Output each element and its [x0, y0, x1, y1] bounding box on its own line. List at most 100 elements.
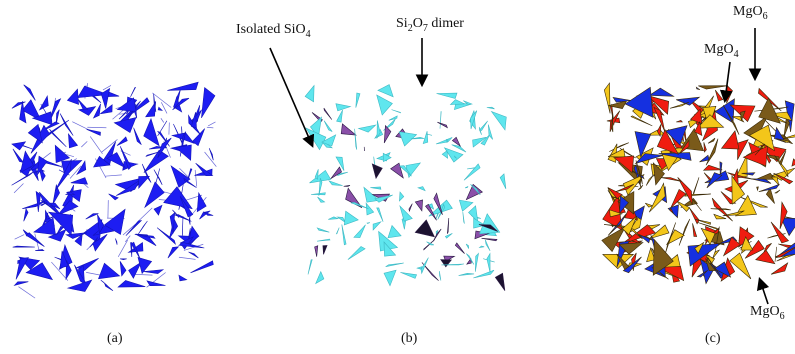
polyhedron-face: [55, 145, 69, 162]
polyhedron-face: [182, 216, 183, 236]
panel-b: Isolated SiO4 Si2O7 dimer (b): [240, 0, 540, 354]
polyhedron-face: [324, 108, 332, 120]
polyhedron-face: [427, 242, 434, 245]
polyhedron-face: [612, 112, 613, 132]
polyhedron-face: [676, 120, 682, 122]
bond-line: [14, 183, 23, 192]
polyhedron-face: [354, 225, 366, 238]
polyhedron-face: [445, 233, 452, 238]
polyhedron-face: [158, 121, 167, 136]
polyhedron-face: [384, 126, 391, 143]
polyhedron-face: [459, 200, 473, 211]
polyhedron-face: [79, 107, 96, 116]
polyhedron-face: [708, 138, 715, 143]
polyhedron-face: [451, 100, 465, 105]
polyhedron-face: [771, 177, 778, 185]
polyhedron-face: [645, 203, 653, 207]
polyhedron-face: [167, 82, 198, 90]
bond-line: [90, 136, 102, 153]
polyhedron-face: [129, 262, 142, 278]
polyhedron-face: [78, 99, 88, 110]
polyhedron-face: [36, 192, 40, 213]
polyhedron-face: [344, 211, 358, 225]
polyhedron-face: [704, 165, 723, 170]
polyhedron-face: [120, 259, 127, 260]
polyhedron-face: [495, 273, 505, 291]
bond-line: [133, 274, 152, 275]
panel-c-structure-image: [590, 0, 795, 320]
polyhedron-face: [373, 222, 381, 230]
bond-line: [86, 272, 101, 275]
polyhedron-face: [68, 134, 77, 148]
polyhedron-face: [131, 243, 132, 257]
polyhedron-face: [147, 281, 166, 286]
bond-line: [18, 287, 35, 298]
polyhedron-face: [341, 124, 356, 135]
polyhedron-face: [367, 223, 370, 224]
polyhedron-face: [423, 131, 428, 143]
polyhedron-face: [485, 240, 490, 251]
polyhedron-face: [693, 177, 699, 194]
panel-a-label: (a): [107, 331, 123, 347]
polyhedron-face: [336, 228, 339, 234]
polyhedron-face: [315, 246, 318, 257]
polyhedron-face: [68, 280, 92, 292]
polyhedron-face: [475, 253, 478, 271]
polyhedron-face: [329, 181, 343, 186]
polyhedron-face: [14, 282, 28, 286]
polyhedron-face: [189, 252, 199, 258]
polyhedron-face: [649, 183, 665, 212]
polyhedron-face: [466, 244, 469, 249]
polyhedron-face: [704, 142, 707, 152]
panel-a-structure-image: [0, 0, 240, 320]
polyhedron-face: [401, 272, 417, 278]
polyhedron-face: [469, 206, 478, 222]
polyhedron-face: [355, 129, 357, 150]
polyhedron-face: [118, 281, 145, 288]
bond-line: [118, 240, 127, 257]
polyhedron-face: [756, 173, 776, 179]
polyhedron-face: [614, 156, 634, 173]
polyhedron-face: [144, 150, 168, 173]
bond-line: [208, 122, 215, 126]
polyhedron-face: [784, 119, 790, 138]
polyhedron-face: [53, 185, 60, 205]
polyhedron-face: [40, 96, 49, 110]
polyhedron-face: [356, 93, 360, 108]
polyhedron-face: [455, 243, 464, 254]
mgo4-annotation: MgO4: [704, 42, 739, 60]
bond-line: [205, 152, 217, 167]
si2o7-dimer-annotation: Si2O7 dimer: [396, 16, 464, 34]
polyhedron-face: [646, 175, 653, 186]
polyhedron-face: [305, 86, 314, 102]
polyhedron-face: [366, 203, 374, 215]
polyhedron-face: [324, 121, 332, 132]
polyhedron-face: [94, 104, 101, 118]
polyhedron-face: [406, 163, 420, 178]
polyhedron-face: [24, 209, 28, 222]
polyhedron-face: [480, 246, 485, 248]
polyhedron-face: [698, 86, 728, 89]
bond-line: [105, 175, 122, 176]
polyhedron-face: [336, 104, 351, 111]
polyhedron-face: [201, 88, 215, 118]
polyhedron-face: [771, 263, 788, 274]
bond-line: [195, 170, 197, 187]
polyhedron-face: [492, 112, 507, 131]
polyhedron-face: [117, 98, 136, 112]
polyhedron-face: [328, 217, 338, 220]
bond-line: [125, 236, 130, 242]
polyhedron-face: [775, 247, 777, 262]
polyhedron-face: [131, 87, 136, 96]
polyhedron-face: [441, 260, 452, 267]
polyhedron-face: [631, 116, 652, 126]
polyhedron-face: [388, 226, 401, 238]
polyhedron-face: [323, 246, 327, 255]
polyhedron-face: [715, 90, 723, 101]
polyhedron-face: [693, 199, 702, 210]
polyhedron-face: [331, 167, 342, 179]
polyhedron-face: [144, 270, 163, 274]
polyhedron-face: [440, 112, 441, 129]
polyhedron-face: [164, 187, 192, 209]
